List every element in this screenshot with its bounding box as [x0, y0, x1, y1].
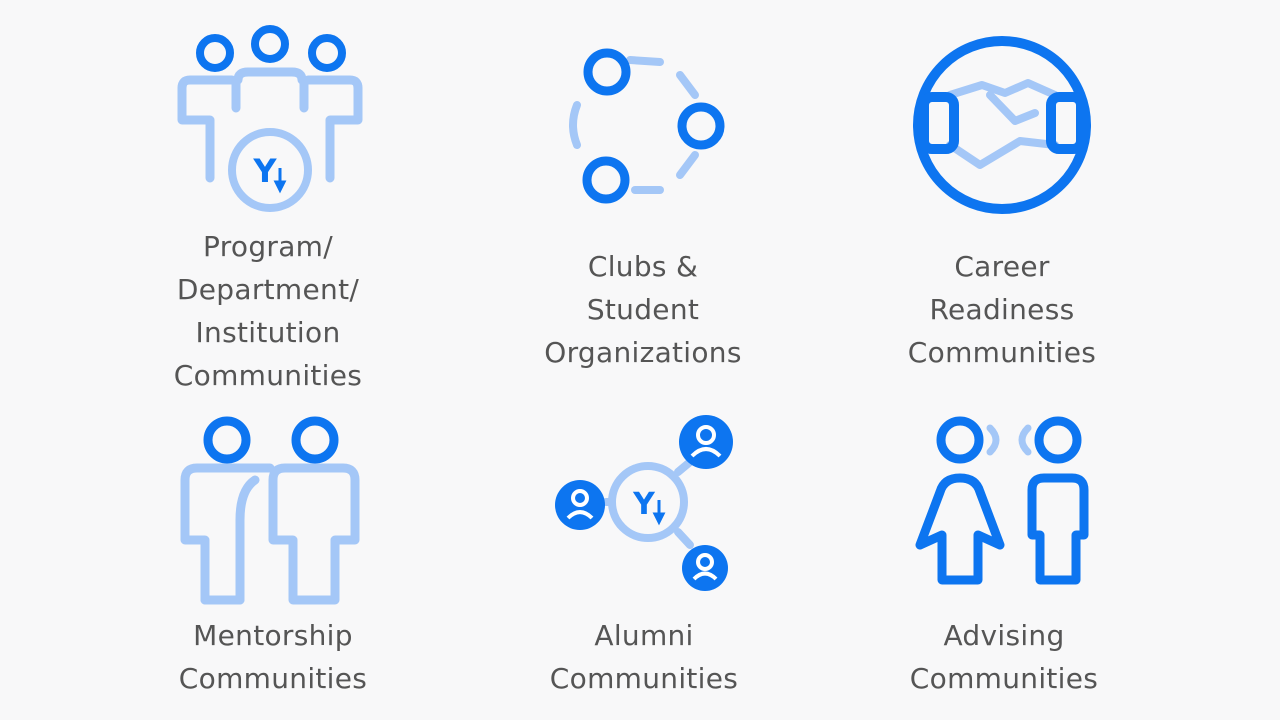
label-advising: Advising Communities: [909, 619, 1099, 695]
alumni-network-icon: Y: [555, 415, 733, 591]
handshake-icon: [913, 36, 1091, 214]
logo-letter: Y: [632, 487, 656, 522]
clubs-cycle-icon: [569, 48, 725, 204]
label-mentorship: Mentorship Communities: [178, 619, 368, 695]
group-with-logo-icon: Y: [177, 25, 363, 212]
advising-conversation-icon: [915, 416, 1089, 585]
logo-letter: Y: [252, 152, 277, 190]
label-career: Career Readiness Communities: [907, 250, 1097, 369]
label-program-department: Program/ Department/ Institution Communi…: [173, 230, 363, 392]
label-clubs: Clubs & Student Organizations: [544, 250, 742, 369]
label-alumni: Alumni Communities: [549, 619, 739, 695]
mentorship-pair-icon: [180, 416, 360, 605]
